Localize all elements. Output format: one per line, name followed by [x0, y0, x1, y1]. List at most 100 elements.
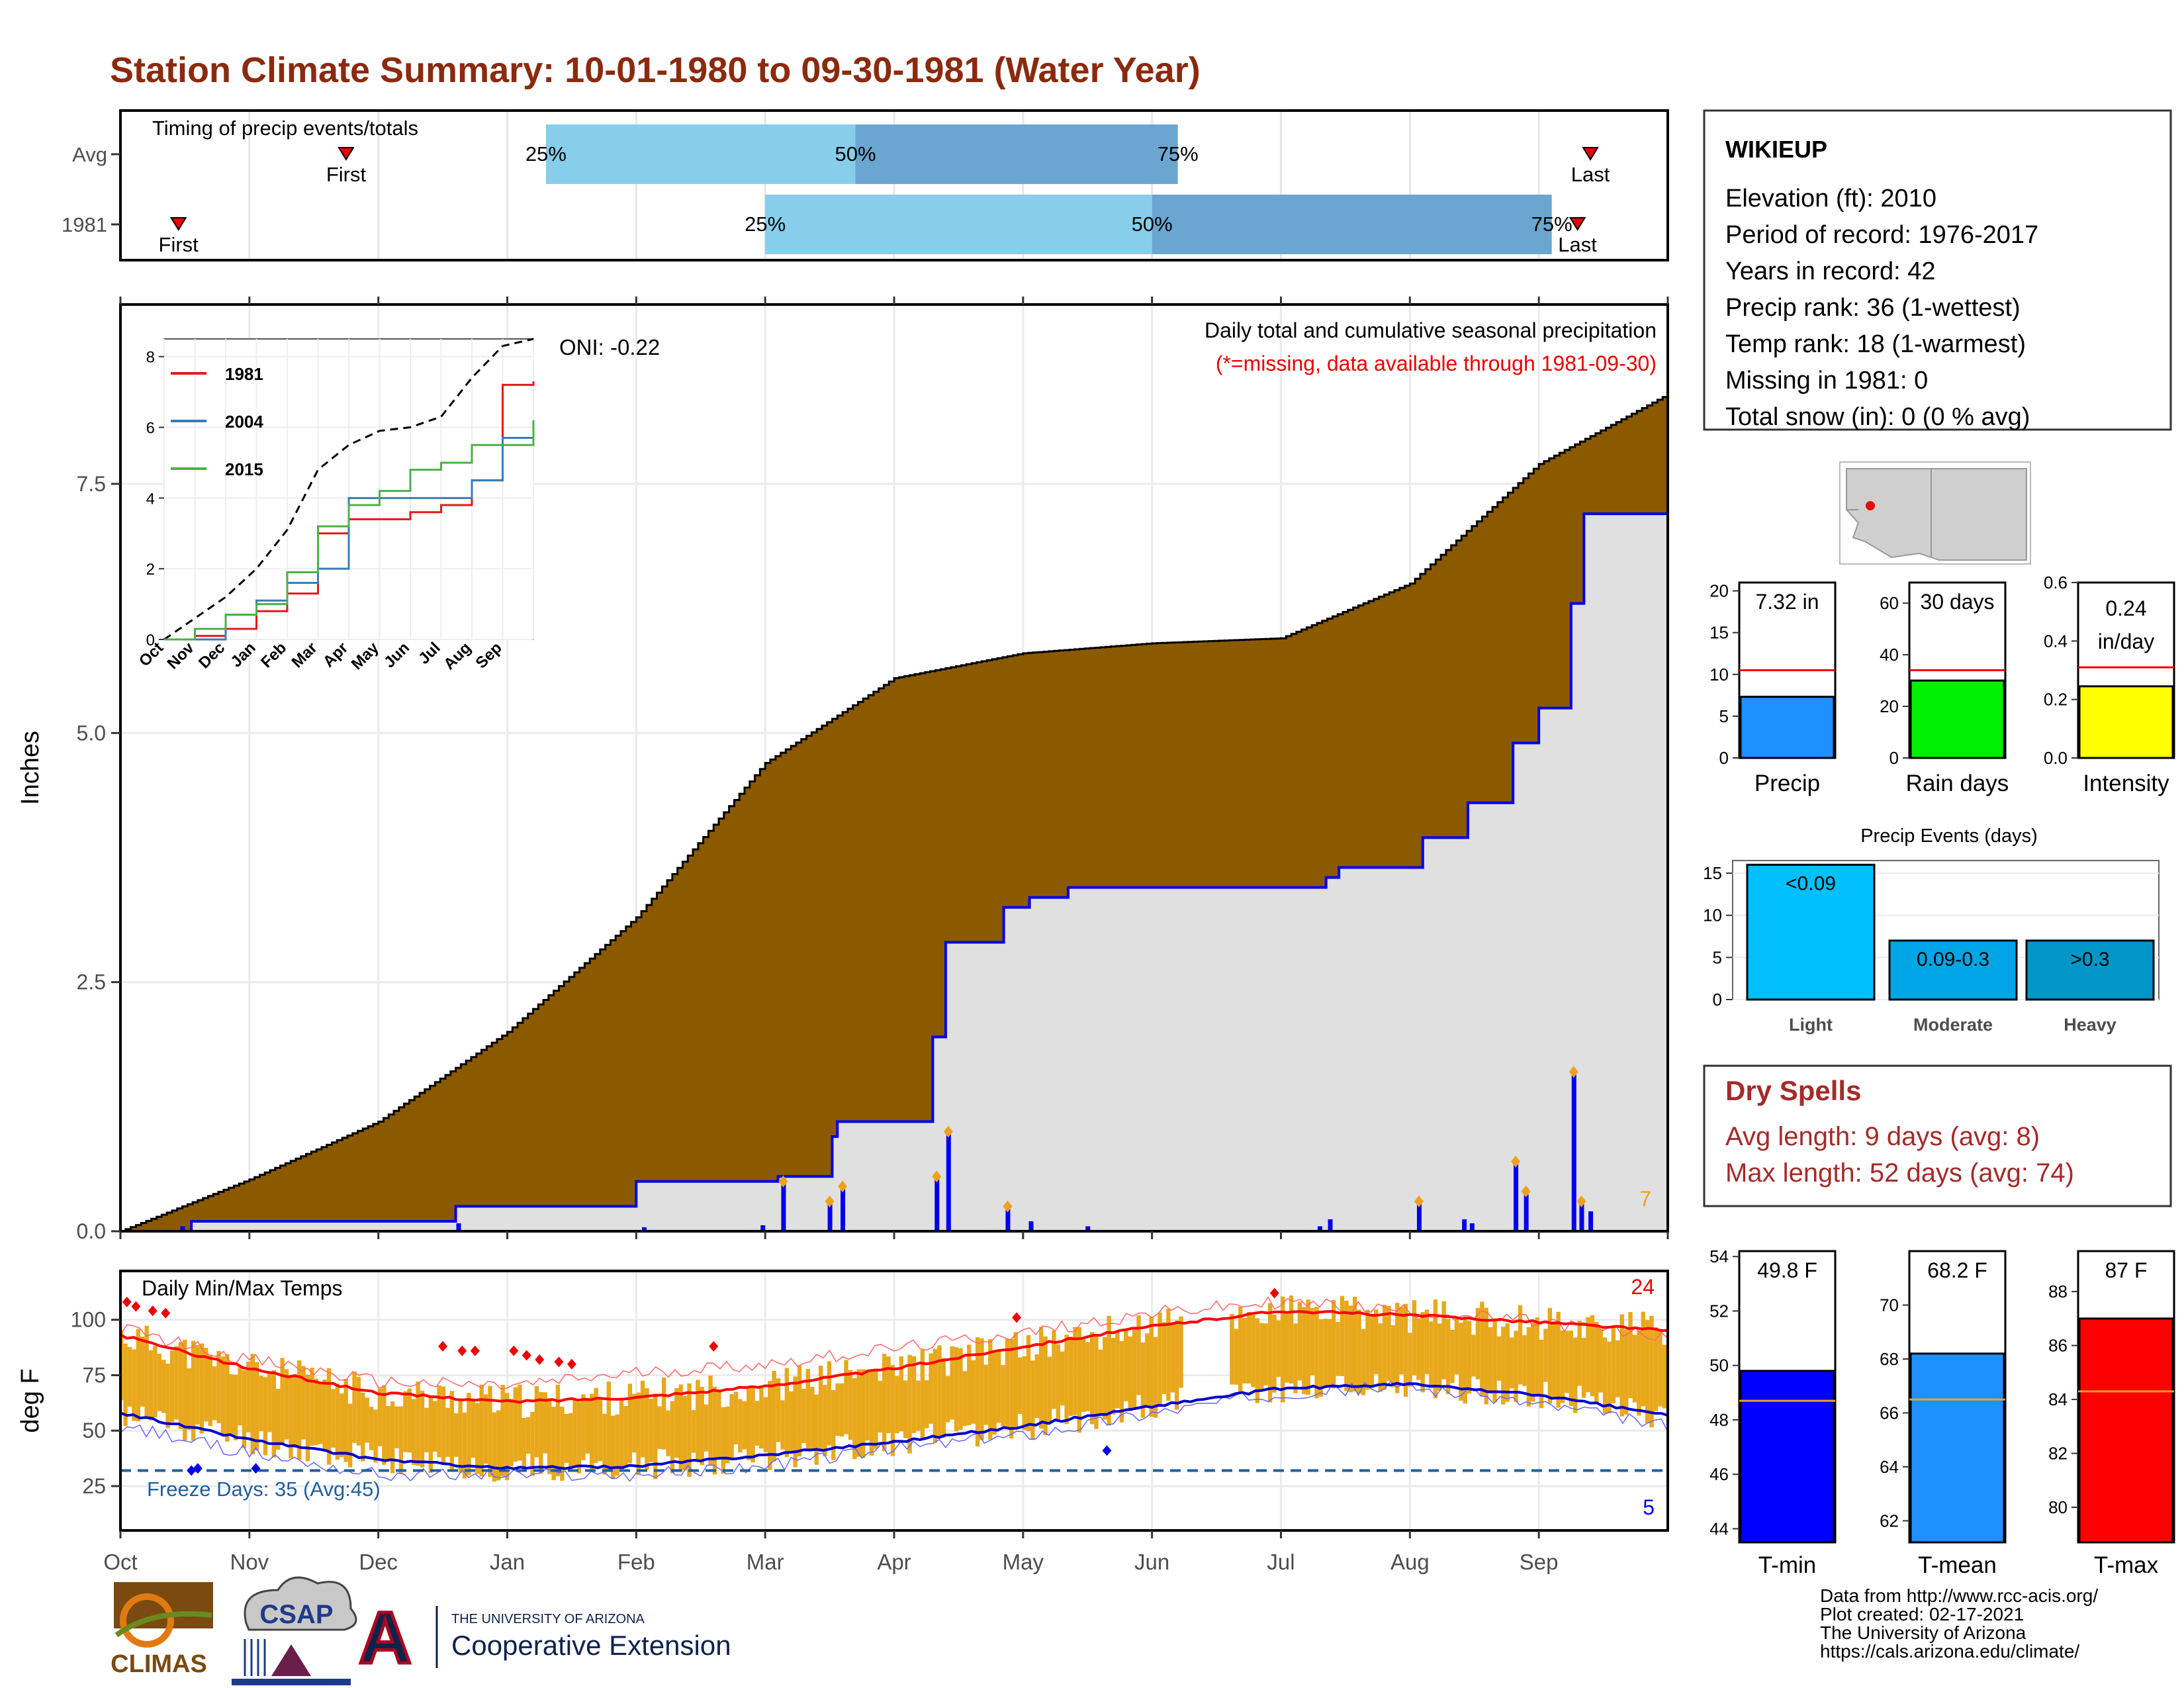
summary-bar-tick-label: 10 — [1709, 665, 1729, 684]
daily-temp-range-bar — [789, 1391, 794, 1453]
daily-temp-range-bar — [907, 1354, 912, 1454]
daily-temp-range-bar — [1471, 1335, 1476, 1377]
csap-logo-text: CSAP — [259, 1600, 333, 1629]
inset-legend-label-2015: 2015 — [225, 459, 263, 479]
station-line-precip-rank: Precip rank: 36 (1-wettest) — [1725, 294, 2021, 322]
daily-temp-range-bar — [229, 1374, 234, 1436]
daily-temp-range-bar — [929, 1353, 933, 1424]
daily-temp-range-bar — [780, 1400, 785, 1450]
temp-summary-label: T-mean — [1918, 1552, 1997, 1578]
daily-temp-range-bar — [886, 1356, 891, 1433]
daily-temp-range-bar — [233, 1374, 238, 1440]
daily-temp-range-bar — [293, 1374, 298, 1448]
precip-legend-title: Daily total and cumulative seasonal prec… — [1205, 318, 1657, 342]
daily-temp-range-bar — [1230, 1313, 1234, 1385]
daily-temp-range-bar — [1658, 1329, 1662, 1407]
daily-temp-range-bar — [462, 1412, 467, 1479]
daily-temp-range-bar — [725, 1406, 730, 1464]
daily-temp-range-bar — [420, 1390, 425, 1468]
daily-temp-range-bar — [183, 1339, 187, 1440]
daily-temp-range-bar — [483, 1394, 488, 1464]
daily-temp-range-bar — [751, 1388, 755, 1463]
summary-bar-value: 0.24 — [2105, 596, 2146, 620]
daily-temp-range-bar — [1034, 1354, 1039, 1419]
daily-temp-range-bar — [1073, 1327, 1077, 1415]
precip-y-axis: 0.0 2.5 5.0 7.5 — [77, 472, 120, 1243]
climas-logo-text: CLIMAS — [111, 1650, 207, 1678]
daily-temp-range-bar — [1615, 1340, 1620, 1397]
daily-temp-range-bar — [1094, 1334, 1099, 1429]
daily-temp-range-bar — [1403, 1303, 1408, 1397]
daily-temp-range-bar — [759, 1385, 764, 1449]
daily-temp-range-bar — [411, 1399, 416, 1465]
timing-marker — [1582, 147, 1599, 161]
record-high-marker — [122, 1296, 132, 1307]
daily-temp-range-bar — [174, 1346, 179, 1420]
summary-bar-tick-label: 0.0 — [2044, 748, 2068, 768]
daily-temp-range-bar — [1480, 1301, 1484, 1397]
daily-temp-range-bar — [1565, 1331, 1569, 1393]
daily-temp-range-bar — [1463, 1317, 1467, 1404]
daily-temp-range-bar — [479, 1384, 484, 1477]
daily-temp-range-bar — [246, 1361, 251, 1432]
record-high-marker — [438, 1340, 448, 1352]
cold-days-count: 5 — [1643, 1495, 1655, 1519]
daily-temp-range-bar — [1459, 1323, 1463, 1401]
daily-temp-range-bar — [602, 1413, 607, 1475]
daily-temp-range-bar — [747, 1388, 751, 1460]
precip-y-tick-label: 5.0 — [77, 721, 106, 745]
daily-temp-range-bar — [433, 1401, 437, 1452]
month-label: Mar — [747, 1550, 784, 1574]
temp-summary-tick-label: 46 — [1709, 1464, 1729, 1484]
record-high-marker — [161, 1307, 171, 1319]
daily-temp-range-bar — [1420, 1312, 1425, 1393]
daily-temp-range-bar — [1619, 1314, 1624, 1417]
daily-precip-bar — [1588, 1211, 1594, 1231]
daily-temp-range-bar — [314, 1378, 319, 1445]
daily-precip-bar — [1462, 1219, 1467, 1231]
year-cumulative-area — [120, 502, 1669, 1233]
daily-temp-range-bar — [661, 1377, 666, 1450]
daily-temp-range-bar — [1445, 1319, 1451, 1395]
month-label: Sep — [1520, 1550, 1559, 1574]
temp-y-tick-label: 50 — [82, 1419, 106, 1442]
daily-temp-range-bar — [1518, 1305, 1523, 1385]
heavy-precip-marker — [943, 1125, 953, 1138]
daily-temp-range-bar — [954, 1347, 959, 1432]
daily-temp-range-bar — [1285, 1311, 1289, 1383]
daily-precip-bar — [1085, 1226, 1091, 1231]
daily-temp-range-bar — [1547, 1307, 1553, 1404]
daily-temp-range-bar — [933, 1348, 938, 1443]
station-line-temp-rank: Temp rank: 18 (1-warmest) — [1725, 330, 2026, 358]
map-region — [1846, 468, 2027, 561]
dry-spells-max: Max length: 52 days (avg: 74) — [1725, 1158, 2074, 1188]
inset-line-2015 — [164, 420, 535, 641]
heavy-precip-marker — [1576, 1195, 1586, 1207]
credit-line-2: Plot created: 02-17-2021 — [1820, 1604, 2024, 1624]
daily-temp-range-bar — [136, 1329, 141, 1422]
daily-temp-range-bar — [925, 1380, 929, 1429]
events-y-tick-label: 10 — [1703, 906, 1722, 925]
daily-temp-range-bar — [585, 1400, 590, 1454]
heavy-precip-marker — [825, 1195, 835, 1207]
month-label: Aug — [1390, 1550, 1430, 1574]
events-title: Precip Events (days) — [1860, 825, 2038, 847]
daily-temp-range-bar — [297, 1360, 302, 1460]
daily-temp-range-bar — [1263, 1323, 1268, 1385]
record-high-marker — [1012, 1312, 1022, 1323]
daily-temp-range-bar — [1390, 1325, 1396, 1387]
daily-temp-range-bar — [653, 1393, 658, 1479]
daily-precip-bar — [827, 1201, 833, 1231]
daily-temp-range-bar — [1272, 1314, 1277, 1393]
daily-temp-range-bar — [318, 1383, 323, 1444]
record-high-marker — [554, 1356, 564, 1368]
timing-pct-label: 25% — [525, 142, 567, 165]
daily-temp-range-bar — [674, 1388, 679, 1458]
daily-temp-range-bar — [153, 1346, 158, 1418]
daily-temp-range-bar — [1662, 1344, 1666, 1409]
daily-temp-range-bar — [590, 1393, 594, 1471]
daily-temp-range-bar — [445, 1407, 450, 1457]
daily-temp-range-bar — [619, 1399, 624, 1470]
temp-summary-tick-label: 62 — [1880, 1511, 1899, 1530]
